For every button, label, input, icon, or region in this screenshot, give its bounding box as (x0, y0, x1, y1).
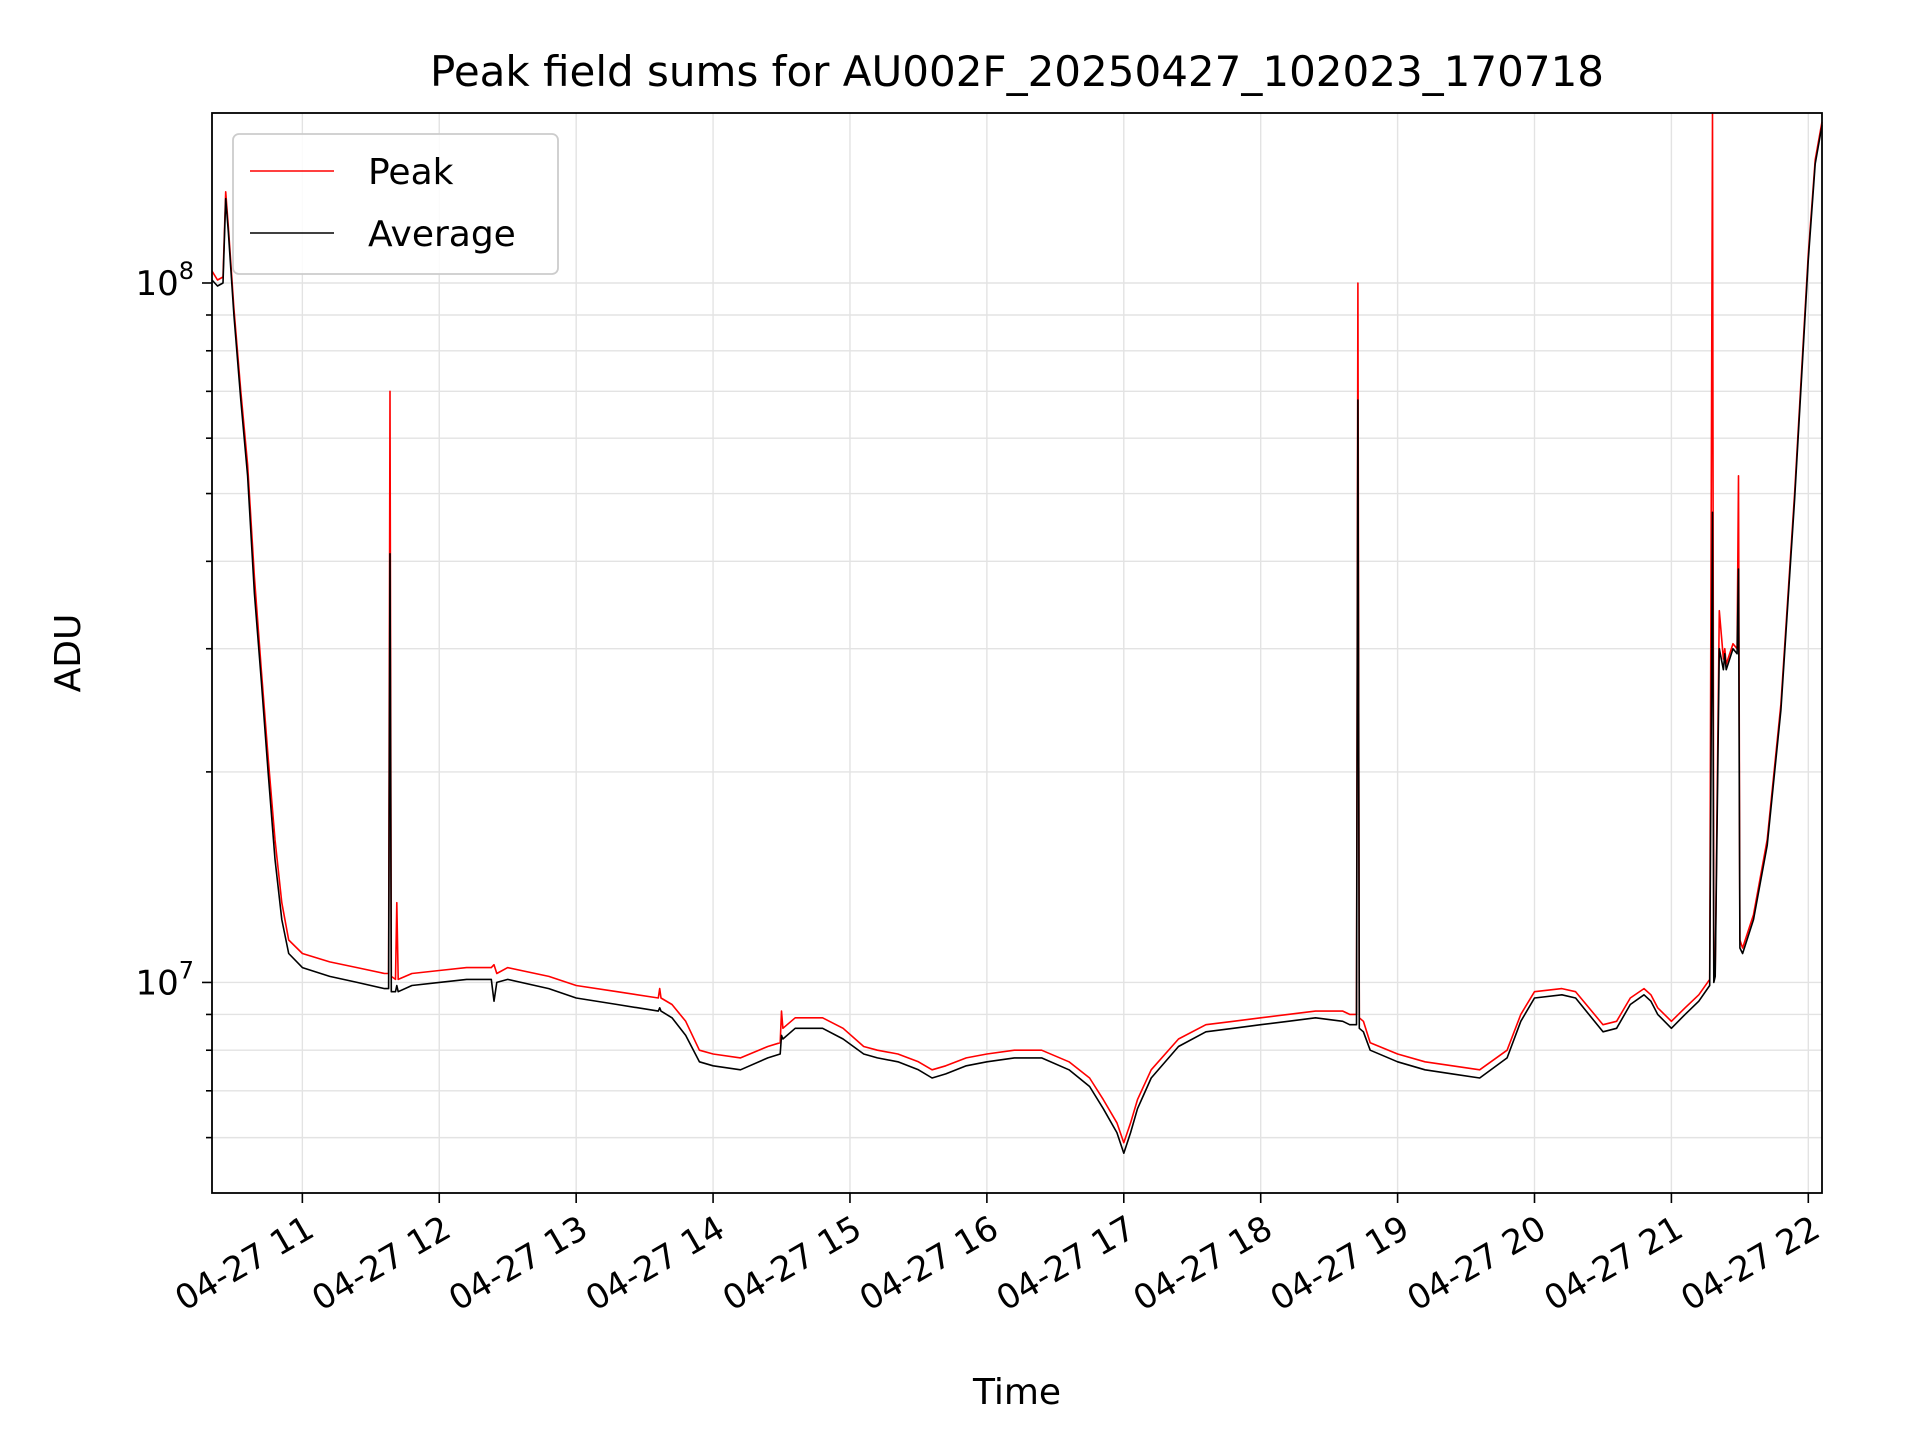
legend-box (232, 133, 559, 275)
legend-label-average: Average (368, 214, 516, 255)
x-axis-label: Time (972, 1372, 1061, 1413)
plot-frame (211, 112, 1823, 1194)
y-tick-label: 107 (135, 956, 194, 1003)
legend: Peak Average (232, 133, 559, 275)
legend-label-peak: Peak (368, 152, 454, 193)
y-axis-label: ADU (48, 614, 89, 693)
y-tick-label: 108 (135, 257, 194, 304)
plot-series (211, 112, 1823, 1154)
grid (212, 113, 1822, 1193)
series-line-average (211, 125, 1823, 1154)
chart-title: Peak field sums for AU002F_20250427_1020… (430, 47, 1604, 96)
